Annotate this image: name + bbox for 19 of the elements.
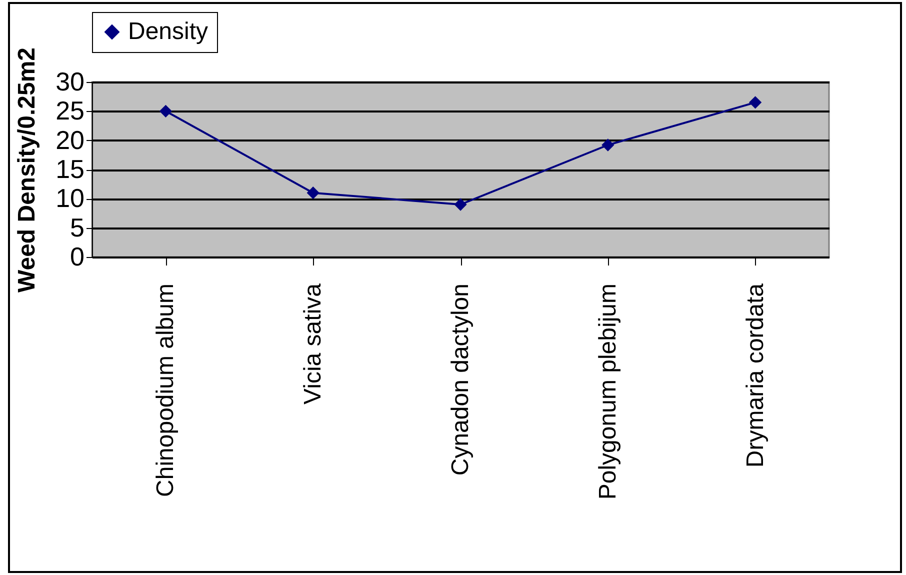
point (306, 186, 320, 200)
point (748, 96, 762, 109)
y-axis-title: Weed Density/0.25m2 (14, 47, 41, 293)
y-tick-label: 5 (70, 212, 84, 242)
y-tick-label: 10 (56, 183, 84, 214)
x-tick-label: Cynadon dactylon (447, 284, 474, 476)
x-tick-label: Chinopodium album (152, 284, 180, 497)
y-tick-label: 30 (56, 66, 84, 96)
point (454, 198, 467, 211)
y-tick-label: 15 (56, 154, 84, 184)
point (159, 104, 172, 118)
y-tick-label: 0 (70, 242, 84, 272)
x-tick-label: Drymaria cordata (742, 282, 769, 468)
x-tick-label: Polygonum plebijum (594, 284, 622, 500)
legend-label: Density (128, 18, 208, 45)
x-tick-label: Vicia sativa (300, 282, 327, 404)
y-tick-label: 20 (56, 124, 84, 155)
point (602, 138, 614, 152)
y-tick-label: 25 (56, 96, 84, 126)
